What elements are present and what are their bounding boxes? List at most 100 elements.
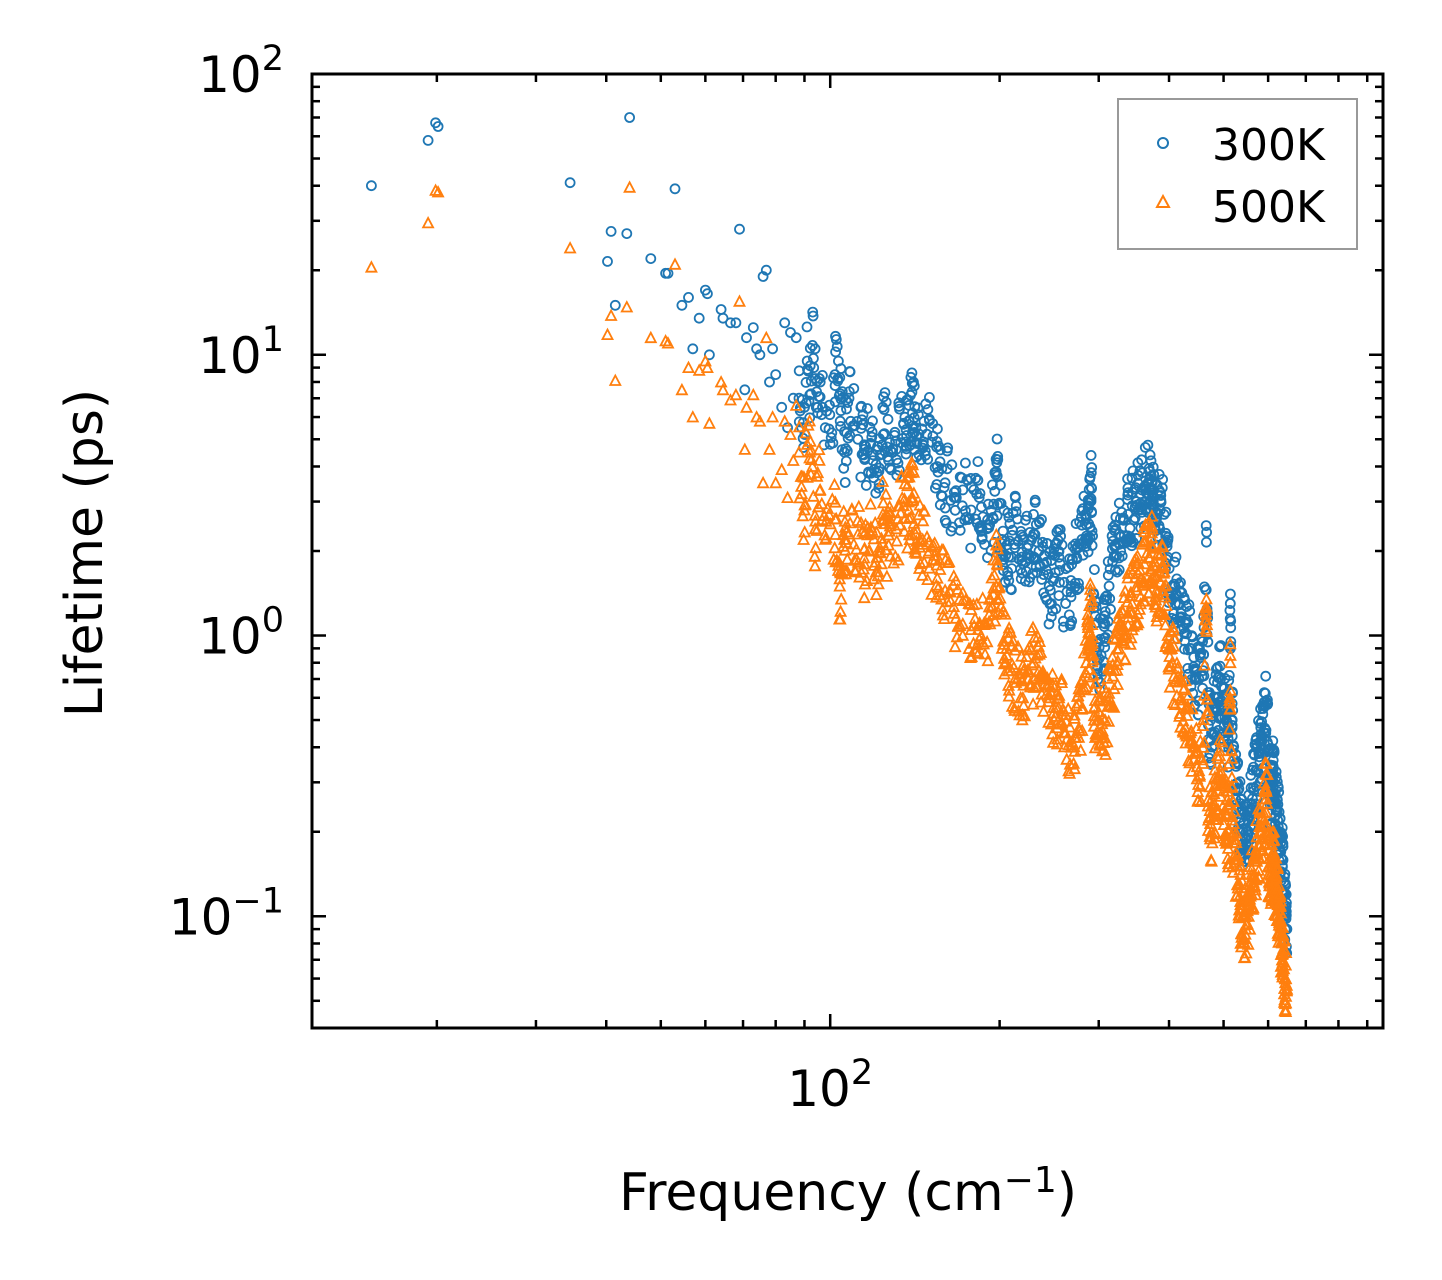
data-point xyxy=(842,397,854,409)
data-point xyxy=(960,457,971,469)
data-point xyxy=(1018,708,1032,722)
data-point xyxy=(1219,806,1232,820)
data-point xyxy=(1258,755,1272,769)
data-point xyxy=(985,504,997,516)
data-point xyxy=(1148,468,1160,480)
data-point xyxy=(1055,715,1069,728)
data-point xyxy=(870,525,884,538)
data-point xyxy=(975,634,989,648)
data-point xyxy=(1213,748,1227,762)
data-point xyxy=(803,434,817,447)
data-point xyxy=(564,177,576,189)
data-point xyxy=(798,525,812,538)
data-point xyxy=(1259,782,1273,795)
data-point xyxy=(1113,606,1127,619)
data-point xyxy=(431,185,445,198)
data-point xyxy=(859,517,872,530)
data-point xyxy=(1278,933,1292,946)
data-point xyxy=(609,299,621,311)
data-point xyxy=(981,653,995,667)
data-point xyxy=(1025,657,1039,671)
data-point xyxy=(1063,720,1077,733)
data-point xyxy=(1041,694,1055,707)
data-point xyxy=(659,333,673,347)
data-point xyxy=(897,524,911,537)
data-point xyxy=(1156,539,1170,553)
data-point xyxy=(965,542,977,554)
data-point xyxy=(1085,647,1099,661)
data-point xyxy=(918,504,931,517)
data-point xyxy=(1007,507,1019,519)
data-point xyxy=(912,561,926,574)
data-point xyxy=(1126,559,1139,572)
data-point xyxy=(971,646,985,659)
data-point xyxy=(1163,649,1177,662)
data-point xyxy=(1058,576,1070,588)
data-point xyxy=(1042,715,1056,728)
data-point xyxy=(1022,639,1036,653)
data-point xyxy=(1096,710,1110,724)
data-point xyxy=(949,504,961,516)
data-point xyxy=(1102,616,1114,627)
data-point xyxy=(998,667,1011,680)
data-point xyxy=(729,387,743,401)
data-point xyxy=(891,511,905,525)
data-point xyxy=(876,495,890,509)
data-point xyxy=(1156,606,1170,619)
data-point xyxy=(769,475,783,489)
data-point xyxy=(1085,467,1097,479)
data-point xyxy=(775,462,789,476)
data-point xyxy=(620,300,634,313)
data-point xyxy=(1160,506,1172,518)
data-point xyxy=(976,501,987,513)
data-point xyxy=(992,454,1004,466)
data-point xyxy=(1118,514,1129,526)
data-point xyxy=(621,228,633,240)
data-point xyxy=(605,225,617,237)
data-point xyxy=(919,445,931,457)
data-point xyxy=(890,534,904,547)
data-point xyxy=(1197,735,1211,748)
data-point xyxy=(802,365,814,377)
data-point xyxy=(1225,588,1236,600)
data-point xyxy=(1059,707,1073,721)
data-point xyxy=(990,466,1002,478)
data-point xyxy=(1109,519,1121,531)
data-point xyxy=(1228,855,1242,868)
data-point xyxy=(993,579,1006,593)
data-point xyxy=(1199,613,1213,626)
data-point xyxy=(1223,655,1237,669)
data-point xyxy=(1086,462,1098,473)
data-point xyxy=(1223,670,1235,681)
data-point xyxy=(1158,590,1172,603)
data-point xyxy=(1002,689,1016,702)
data-point xyxy=(1037,536,1048,548)
data-point xyxy=(776,401,788,413)
data-point xyxy=(1075,682,1089,696)
data-point xyxy=(1089,676,1103,689)
data-point xyxy=(1085,636,1099,649)
data-point xyxy=(833,579,847,592)
data-point xyxy=(960,512,972,523)
data-point xyxy=(781,490,795,504)
data-point xyxy=(1072,696,1086,709)
data-point xyxy=(1183,755,1197,769)
data-point xyxy=(894,403,905,415)
data-point xyxy=(1066,554,1078,566)
data-point xyxy=(763,442,776,455)
data-point xyxy=(1225,622,1237,634)
data-point xyxy=(1011,639,1025,652)
data-point xyxy=(1159,578,1173,591)
data-point xyxy=(692,363,706,376)
data-point xyxy=(922,404,934,415)
data-point xyxy=(1130,617,1144,631)
data-point xyxy=(819,531,833,544)
data-point xyxy=(954,517,965,529)
data-point xyxy=(949,573,963,586)
data-point xyxy=(933,562,947,575)
data-point xyxy=(1171,661,1184,674)
data-point xyxy=(1155,490,1167,501)
data-point xyxy=(1157,473,1168,485)
data-point xyxy=(804,342,816,354)
data-point xyxy=(1087,683,1101,696)
